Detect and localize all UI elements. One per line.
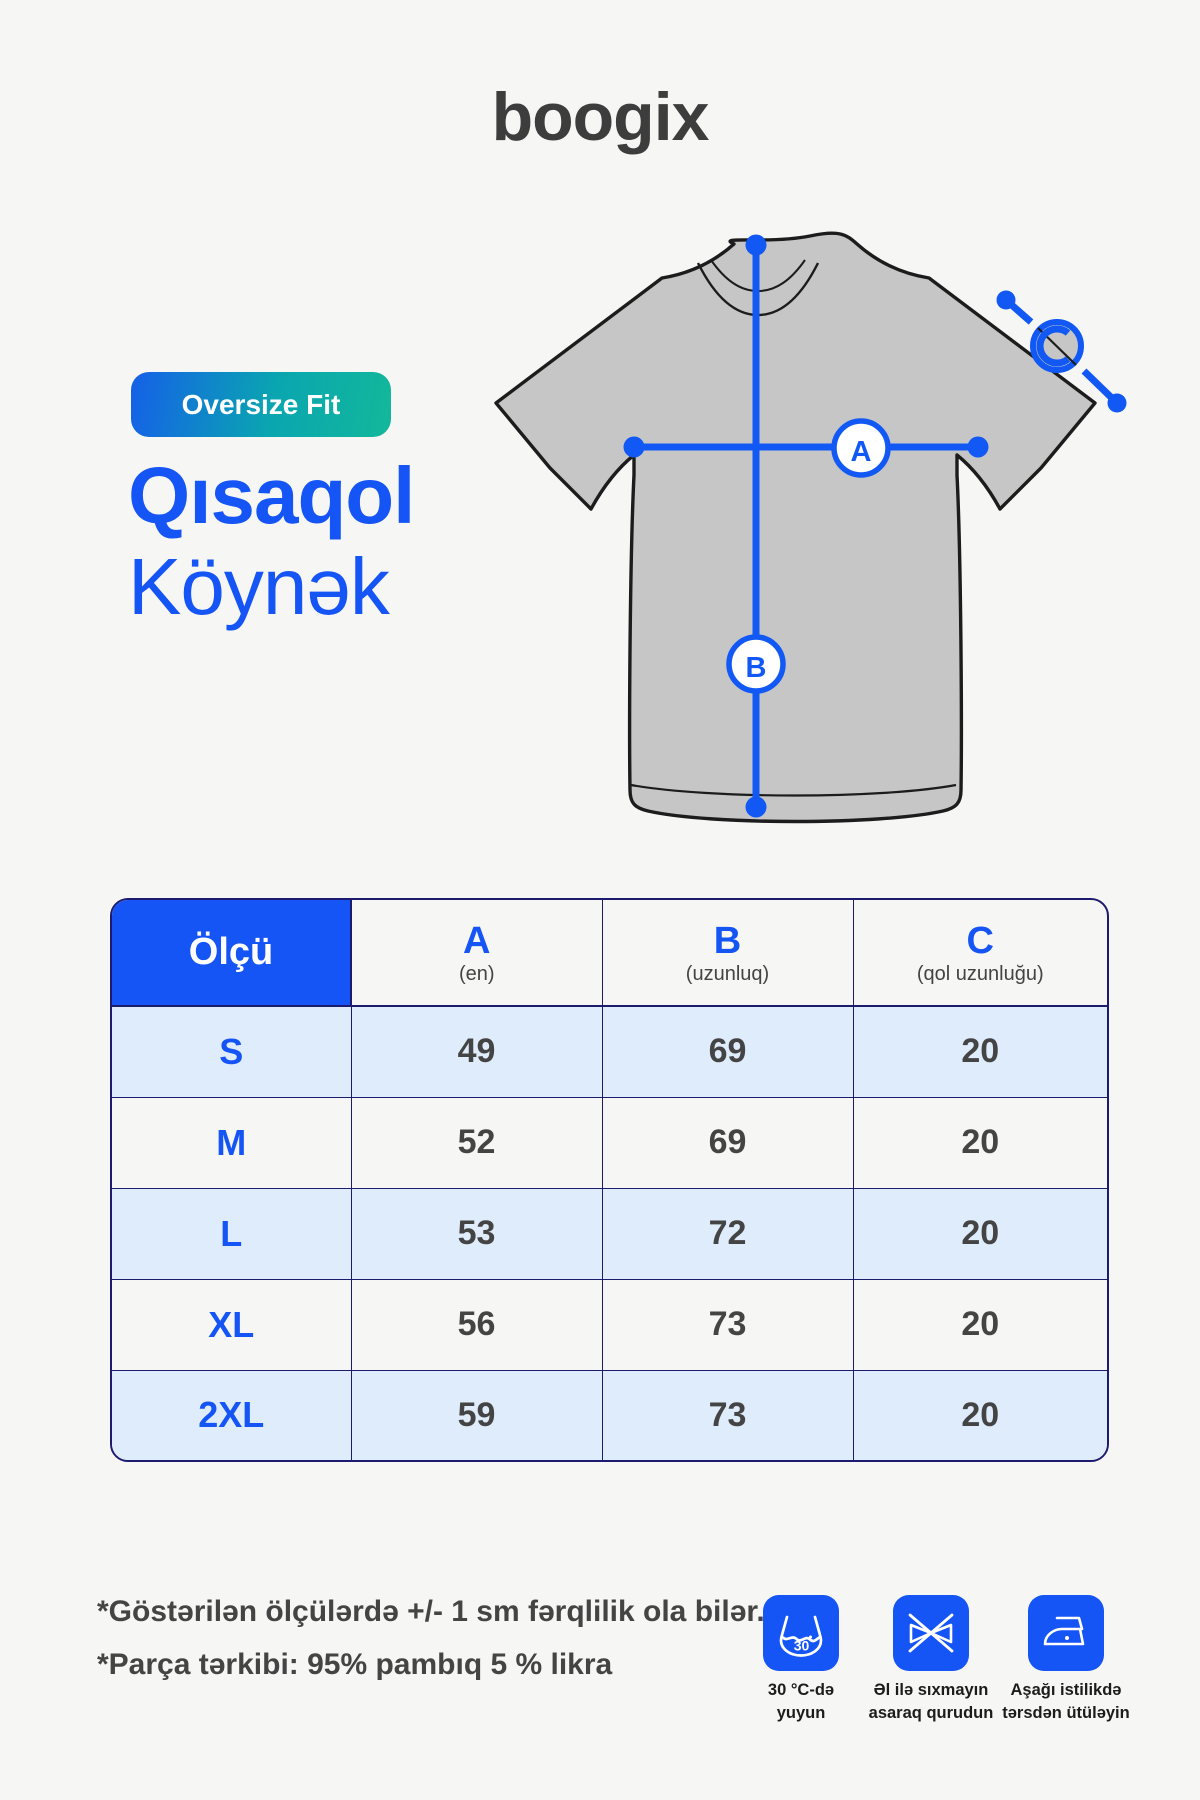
svg-text:30: 30: [794, 1638, 810, 1654]
svg-text:A: A: [851, 436, 872, 468]
svg-text:B: B: [746, 652, 767, 684]
